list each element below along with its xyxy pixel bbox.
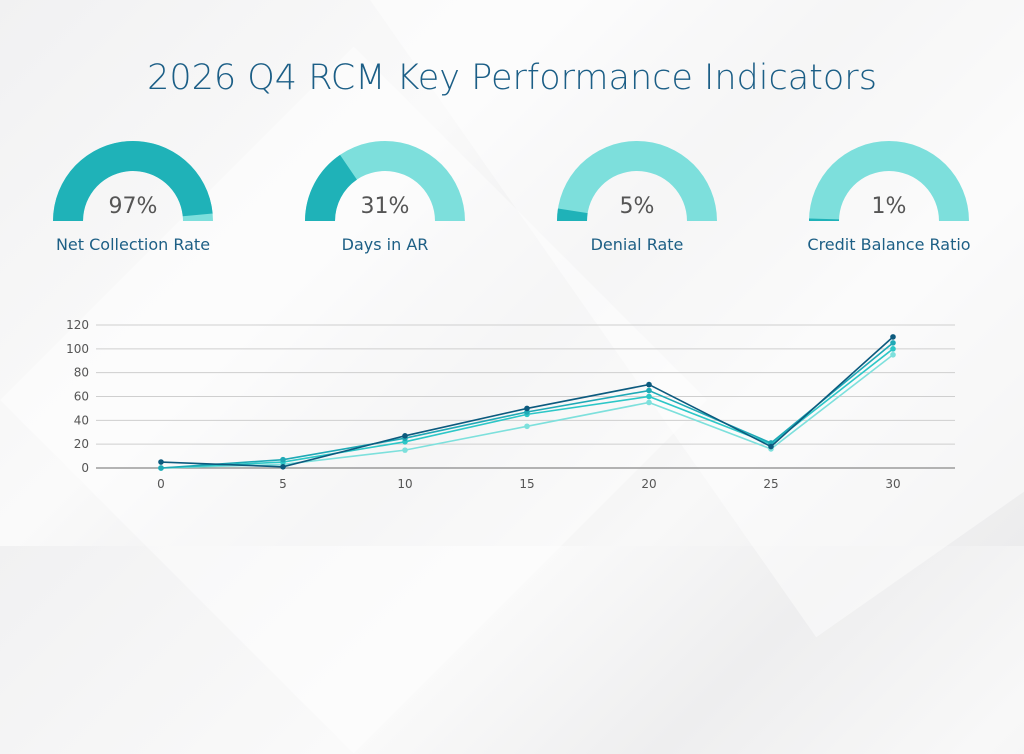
gauge-fill	[53, 141, 213, 221]
data-point	[646, 381, 652, 388]
data-point	[280, 456, 286, 463]
gauge-arc	[305, 141, 465, 221]
y-tick-label: 60	[74, 390, 89, 404]
gauge-value: 97%	[108, 194, 158, 219]
y-tick-label: 40	[74, 413, 89, 427]
series-line	[160, 336, 894, 468]
data-point	[890, 351, 896, 358]
gauge-credit-balance-ratio: 1% Credit Balance Ratio	[779, 140, 999, 260]
page-title: 2026 Q4 RCM Key Performance Indicators	[147, 58, 877, 98]
gauge-denial-rate: 5% Denial Rate	[527, 140, 747, 260]
data-point	[890, 340, 896, 346]
y-tick-label: 100	[66, 342, 89, 356]
gauge-days-in-ar: 31% Days in AR	[275, 140, 495, 260]
gauge-fill	[305, 154, 357, 221]
data-point	[402, 433, 408, 439]
data-point	[402, 447, 408, 453]
gauge-fill	[557, 208, 588, 221]
data-point	[524, 405, 530, 412]
y-tick-label: 20	[74, 437, 89, 451]
data-point	[158, 465, 164, 471]
data-point	[890, 334, 896, 340]
y-tick-label: 0	[81, 461, 89, 475]
gauge-label: Denial Rate	[590, 235, 684, 254]
gauge-label: Days in AR	[341, 235, 429, 254]
gauge-value: 5%	[619, 194, 655, 219]
x-tick-label: 5	[279, 477, 287, 491]
x-tick-label: 0	[157, 477, 165, 491]
gauge-arc	[557, 141, 717, 221]
x-tick-label: 20	[641, 477, 656, 491]
series-line	[160, 342, 894, 469]
gauge-track	[809, 141, 969, 221]
data-point	[524, 423, 530, 430]
data-point	[646, 387, 652, 394]
gauge-net-collection-rate: 97% Net Collection Rate	[23, 140, 243, 260]
y-tick-label: 120	[66, 318, 89, 332]
gauge-label: Net Collection Rate	[55, 235, 211, 254]
data-point	[280, 464, 286, 470]
gauge-label: Credit Balance Ratio	[807, 235, 971, 254]
gauge-arc	[53, 141, 213, 221]
x-tick-label: 10	[397, 477, 412, 491]
gauge-track	[305, 141, 465, 221]
line-chart: 0 20 40 60 80 100 120 0 5 10 15 20 25 30	[66, 318, 955, 491]
data-point	[768, 443, 774, 450]
gauge-value: 1%	[871, 194, 907, 219]
data-point	[890, 346, 896, 352]
gauge-fill	[809, 218, 840, 221]
x-tick-label: 15	[519, 477, 534, 491]
data-point	[158, 459, 164, 465]
data-point	[646, 399, 652, 406]
y-tick-label: 80	[74, 366, 89, 380]
gauge-track	[557, 141, 717, 221]
x-tick-label: 30	[885, 477, 900, 491]
data-point	[646, 393, 652, 400]
x-tick-label: 25	[763, 477, 778, 491]
gauge-arc	[809, 141, 969, 221]
gauge-value: 31%	[360, 194, 410, 219]
